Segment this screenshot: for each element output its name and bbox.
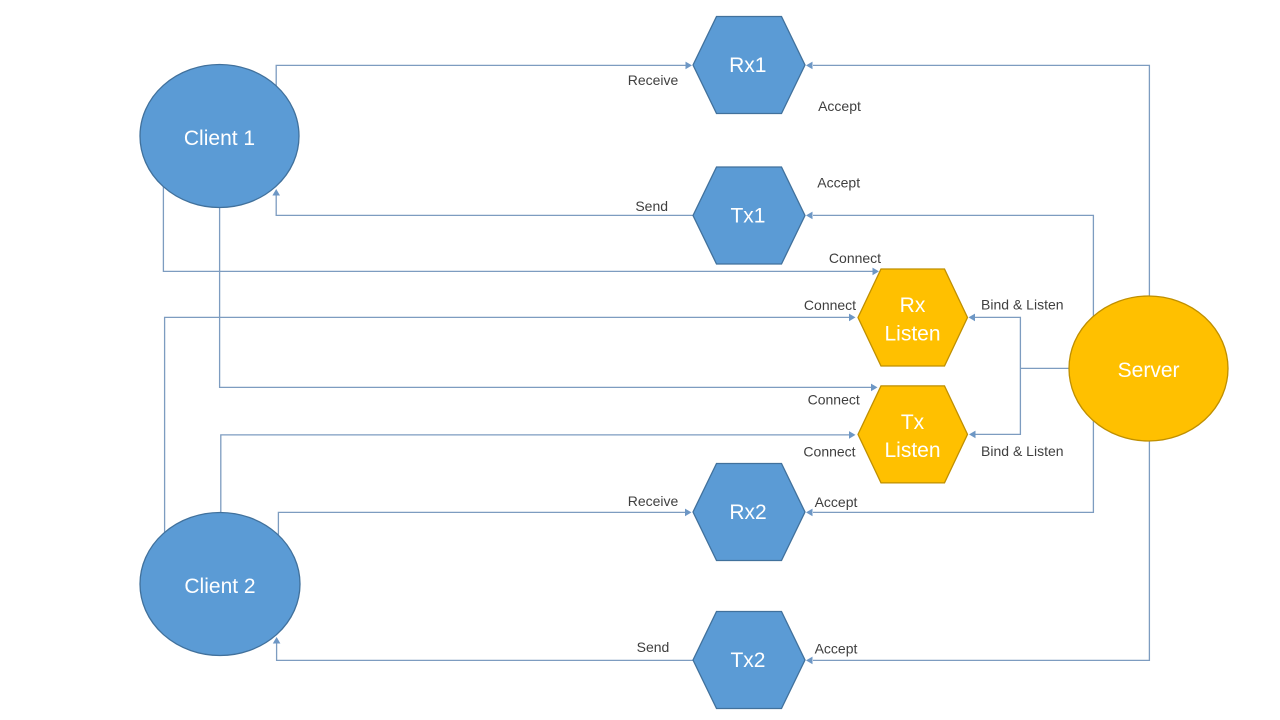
svg-text:Connect: Connect: [829, 250, 881, 266]
svg-text:Bind & Listen: Bind & Listen: [981, 297, 1064, 313]
svg-text:Rx2: Rx2: [729, 501, 766, 524]
svg-text:Rx1: Rx1: [729, 54, 766, 77]
svg-text:Send: Send: [635, 198, 668, 214]
svg-text:Accept: Accept: [817, 175, 860, 191]
svg-text:Accept: Accept: [815, 641, 858, 657]
svg-text:Bind & Listen: Bind & Listen: [981, 443, 1064, 459]
svg-text:Client 2: Client 2: [184, 575, 255, 598]
svg-text:Receive: Receive: [628, 72, 679, 88]
svg-text:Server: Server: [1118, 359, 1180, 382]
svg-text:Connect: Connect: [803, 444, 855, 460]
svg-text:Listen: Listen: [884, 439, 940, 462]
svg-text:Tx1: Tx1: [730, 204, 765, 227]
svg-text:Receive: Receive: [628, 493, 679, 509]
svg-text:Rx: Rx: [900, 294, 926, 317]
svg-text:Client 1: Client 1: [184, 127, 255, 150]
svg-text:Listen: Listen: [884, 323, 940, 346]
svg-text:Connect: Connect: [808, 392, 860, 408]
svg-text:Accept: Accept: [818, 98, 861, 114]
svg-text:Tx: Tx: [901, 411, 925, 434]
svg-text:Connect: Connect: [804, 297, 856, 313]
svg-text:Send: Send: [637, 639, 670, 655]
svg-text:Accept: Accept: [815, 494, 858, 510]
svg-text:Tx2: Tx2: [730, 649, 765, 672]
